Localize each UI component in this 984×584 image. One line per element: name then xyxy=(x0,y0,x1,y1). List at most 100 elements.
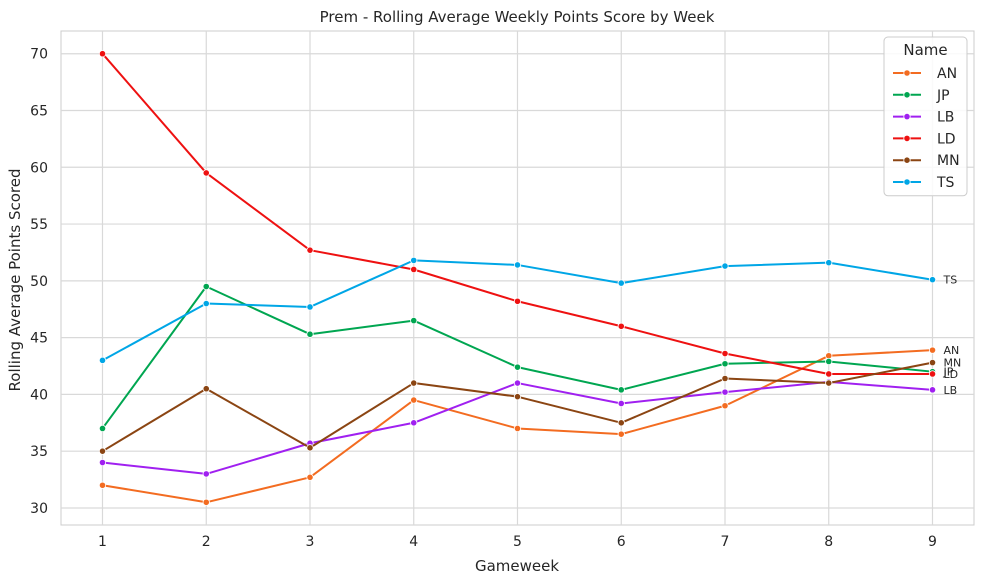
legend-item: LB xyxy=(893,110,954,126)
series-ld xyxy=(98,50,937,378)
x-tick-label: 2 xyxy=(202,534,211,550)
data-point xyxy=(721,349,729,358)
end-label: AN xyxy=(944,344,960,357)
x-tick-label: 7 xyxy=(721,534,730,550)
legend-label: TS xyxy=(936,175,955,191)
legend-swatch-marker xyxy=(903,69,911,77)
legend-label: JP xyxy=(936,88,950,104)
legend-label: AN xyxy=(937,66,957,82)
data-point xyxy=(98,447,107,455)
legend-item: AN xyxy=(893,66,957,82)
data-point xyxy=(306,303,314,311)
end-label: TS xyxy=(943,274,958,287)
data-point xyxy=(410,256,418,264)
legend-label: MN xyxy=(937,153,960,169)
data-point xyxy=(202,385,210,393)
data-point xyxy=(825,379,833,387)
data-point xyxy=(721,402,729,410)
data-point xyxy=(410,396,418,404)
data-point xyxy=(928,370,937,378)
legend-label: LB xyxy=(937,110,954,126)
y-tick-label: 55 xyxy=(30,217,48,233)
x-tick-label: 6 xyxy=(617,534,626,550)
y-tick-label: 30 xyxy=(30,501,48,517)
data-point xyxy=(513,424,522,433)
legend-title: Name xyxy=(903,41,947,59)
data-point xyxy=(306,330,314,338)
y-tick-label: 35 xyxy=(30,444,48,460)
data-point xyxy=(617,399,625,408)
data-point xyxy=(98,50,107,58)
data-point xyxy=(617,419,625,427)
y-tick-label: 70 xyxy=(30,47,48,63)
data-point xyxy=(98,458,107,467)
legend-swatch-marker xyxy=(903,156,911,164)
y-tick-label: 65 xyxy=(30,103,48,119)
data-point xyxy=(98,356,107,364)
data-point xyxy=(202,470,210,478)
legend-item: JP xyxy=(893,88,950,104)
data-point xyxy=(721,374,729,383)
series-lines xyxy=(98,50,937,506)
data-point xyxy=(721,388,729,396)
data-point xyxy=(306,444,314,452)
legend-item: MN xyxy=(893,153,960,169)
data-point xyxy=(825,370,833,378)
data-point xyxy=(513,363,522,371)
data-point xyxy=(513,379,522,387)
data-point xyxy=(306,246,314,254)
legend-item: TS xyxy=(893,175,955,191)
legend-swatch-marker xyxy=(903,178,911,186)
legend: Name AN JP LB LD MN TS xyxy=(883,36,968,197)
y-tick-label: 45 xyxy=(30,331,48,347)
data-point xyxy=(928,276,937,284)
data-point xyxy=(617,322,625,330)
data-point xyxy=(202,498,210,506)
data-point xyxy=(410,379,418,387)
data-point xyxy=(410,316,418,325)
end-label: JP xyxy=(943,366,954,379)
y-axis-label: Rolling Average Points Scored xyxy=(6,169,24,392)
data-point xyxy=(721,262,729,270)
chart-title: Prem - Rolling Average Weekly Points Sco… xyxy=(320,8,715,26)
y-tick-label: 60 xyxy=(30,160,48,176)
data-point xyxy=(928,359,937,367)
legend-item: LD xyxy=(893,131,956,147)
data-point xyxy=(617,386,625,394)
x-tick-label: 1 xyxy=(98,534,107,550)
data-point xyxy=(513,297,522,305)
data-point xyxy=(721,360,729,368)
series-mn xyxy=(98,359,937,455)
x-tick-label: 5 xyxy=(513,534,522,550)
end-label: LD xyxy=(944,368,959,381)
data-point xyxy=(617,279,625,287)
legend-swatch-marker xyxy=(903,91,911,99)
data-point xyxy=(928,346,937,354)
y-tick-label: 40 xyxy=(30,387,48,403)
data-point xyxy=(202,299,210,308)
legend-label: LD xyxy=(937,131,956,147)
legend-box xyxy=(883,36,968,197)
x-tick-label: 3 xyxy=(306,534,315,550)
data-point xyxy=(513,393,522,401)
x-tick-label: 8 xyxy=(824,534,833,550)
data-point xyxy=(306,473,314,481)
x-tick-label: 9 xyxy=(928,534,937,550)
data-point xyxy=(825,259,833,267)
data-point xyxy=(410,265,418,274)
legend-swatch-marker xyxy=(903,113,911,121)
data-point xyxy=(98,481,107,489)
data-point xyxy=(825,357,833,366)
x-tick-label: 4 xyxy=(409,534,418,550)
series-an xyxy=(98,346,937,506)
end-label: LB xyxy=(944,384,958,397)
data-point xyxy=(202,169,210,177)
data-point xyxy=(202,282,210,291)
y-tick-label: 50 xyxy=(30,274,48,290)
x-axis-label: Gameweek xyxy=(475,557,559,575)
data-point xyxy=(617,430,625,438)
legend-swatch-marker xyxy=(903,134,911,142)
